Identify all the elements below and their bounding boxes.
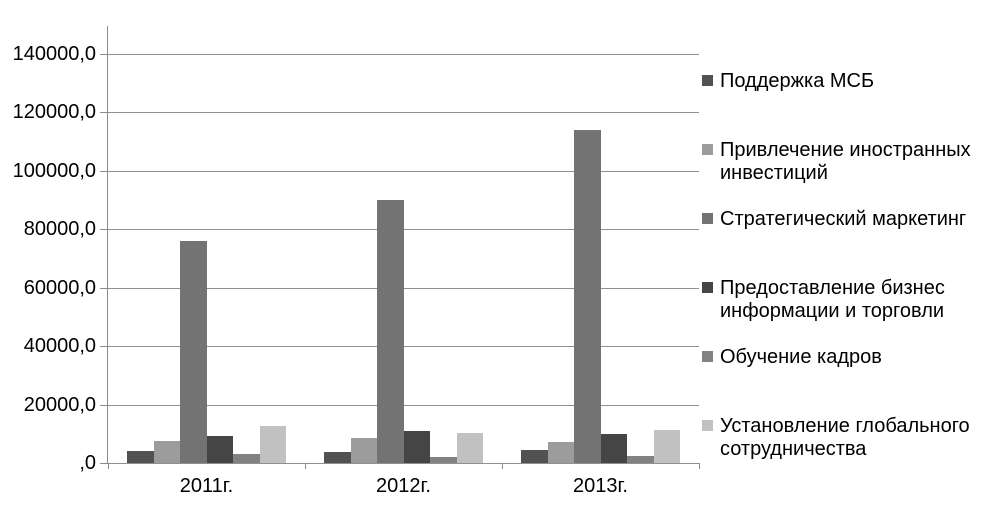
legend-label: Поддержка МСБ bbox=[720, 70, 875, 92]
legend-swatch bbox=[702, 144, 713, 155]
bar-2013г.-series-1 bbox=[521, 449, 548, 463]
x-axis-label: 2012г. bbox=[376, 475, 431, 497]
y-axis-tick bbox=[100, 346, 108, 347]
bar-2011г.-series-6 bbox=[259, 425, 286, 463]
legend-label: Стратегический маркетинг bbox=[720, 208, 967, 230]
y-axis-tick bbox=[100, 112, 108, 113]
legend-item-1: Поддержка МСБ bbox=[700, 70, 992, 93]
x-axis-tick bbox=[305, 463, 306, 469]
legend-label: Установление глобального сотрудничества bbox=[720, 415, 970, 460]
legend-swatch bbox=[702, 420, 713, 431]
bar-2013г.-series-2 bbox=[547, 442, 574, 463]
bar-2012г.-series-6 bbox=[456, 432, 483, 463]
bar-2011г.-series-4 bbox=[206, 436, 233, 463]
gridline bbox=[108, 54, 699, 55]
y-axis-line bbox=[107, 26, 108, 463]
bar-2012г.-series-5 bbox=[430, 456, 457, 463]
legend-label: Обучение кадров bbox=[720, 346, 882, 368]
bar-2012г.-series-4 bbox=[403, 430, 430, 463]
gridline bbox=[108, 229, 699, 230]
y-axis-tick bbox=[100, 288, 108, 289]
legend-item-6: Установление глобального сотрудничества bbox=[700, 415, 992, 461]
bar-2011г.-series-1 bbox=[127, 451, 154, 463]
y-axis-tick bbox=[100, 54, 108, 55]
y-axis-label: ,0 bbox=[79, 452, 96, 474]
bar-2011г.-series-5 bbox=[233, 453, 260, 463]
legend-swatch bbox=[702, 213, 713, 224]
gridline bbox=[108, 112, 699, 113]
x-axis-line bbox=[108, 463, 699, 464]
x-axis-label: 2011г. bbox=[179, 475, 234, 497]
legend-swatch bbox=[702, 282, 713, 293]
y-axis-tick bbox=[100, 171, 108, 172]
y-axis-label: 60000,0 bbox=[23, 277, 96, 299]
legend-label: Привлечение иностранных инвестиций bbox=[720, 139, 971, 184]
legend-swatch bbox=[702, 351, 713, 362]
bar-2012г.-series-3 bbox=[377, 200, 404, 463]
gridline bbox=[108, 171, 699, 172]
y-axis-label: 20000,0 bbox=[23, 394, 96, 416]
bar-2011г.-series-3 bbox=[180, 241, 207, 463]
bar-2012г.-series-1 bbox=[324, 451, 351, 463]
gridline bbox=[108, 405, 699, 406]
gridline bbox=[108, 346, 699, 347]
bar-2012г.-series-2 bbox=[350, 437, 377, 463]
y-axis-label: 80000,0 bbox=[23, 218, 96, 240]
legend-item-4: Предоставление бизнес информации и торго… bbox=[700, 277, 992, 323]
legend-label: Предоставление бизнес информации и торго… bbox=[720, 277, 945, 322]
legend: Поддержка МСБ Привлечение иностранных инв… bbox=[700, 0, 992, 523]
gridline bbox=[108, 288, 699, 289]
bar-2013г.-series-3 bbox=[574, 130, 601, 463]
y-axis-label: 100000,0 bbox=[12, 160, 96, 182]
y-axis-label: 40000,0 bbox=[23, 335, 96, 357]
y-axis-label: 120000,0 bbox=[12, 101, 96, 123]
y-axis-tick bbox=[100, 405, 108, 406]
x-axis-label: 2013г. bbox=[573, 475, 628, 497]
legend-item-5: Обучение кадров bbox=[700, 346, 992, 369]
legend-swatch bbox=[702, 75, 713, 86]
bar-2013г.-series-5 bbox=[627, 456, 654, 463]
bar-2013г.-series-4 bbox=[600, 434, 627, 463]
x-axis-tick bbox=[699, 463, 700, 469]
bar-2013г.-series-6 bbox=[653, 430, 680, 463]
y-axis-tick bbox=[100, 229, 108, 230]
bar-2011г.-series-2 bbox=[153, 440, 180, 463]
x-axis-tick bbox=[108, 463, 109, 469]
y-axis-tick bbox=[100, 463, 108, 464]
x-axis-tick bbox=[502, 463, 503, 469]
legend-item-2: Привлечение иностранных инвестиций bbox=[700, 139, 992, 185]
y-axis-label: 140000,0 bbox=[12, 43, 96, 65]
legend-item-3: Стратегический маркетинг bbox=[700, 208, 992, 231]
